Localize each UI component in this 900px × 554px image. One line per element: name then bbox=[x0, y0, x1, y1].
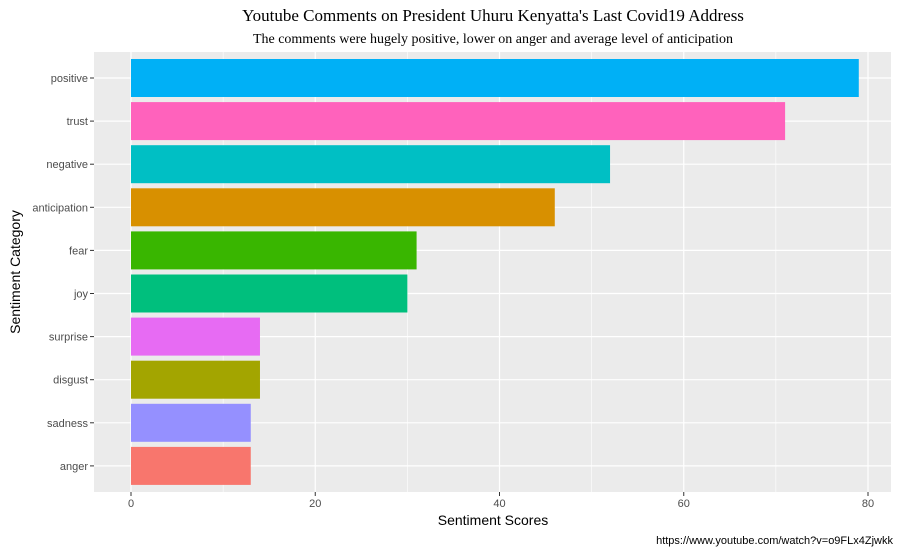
bar-fear bbox=[131, 231, 417, 270]
bars bbox=[131, 59, 859, 485]
y-tick-label: fear bbox=[69, 245, 88, 257]
chart-title: Youtube Comments on President Uhuru Keny… bbox=[242, 6, 744, 25]
x-tick-label: 80 bbox=[862, 498, 874, 510]
y-tick-label: anticipation bbox=[32, 202, 88, 214]
x-axis-title: Sentiment Scores bbox=[438, 512, 549, 528]
y-tick-label: anger bbox=[60, 461, 88, 473]
y-tick-label: positive bbox=[51, 73, 88, 85]
y-tick-label: sadness bbox=[47, 418, 88, 430]
bar-anticipation bbox=[131, 188, 555, 227]
x-axis: 0 20 40 60 80 bbox=[128, 492, 874, 510]
bar-surprise bbox=[131, 317, 260, 356]
y-tick-label: disgust bbox=[53, 375, 88, 387]
bar-positive bbox=[131, 59, 859, 97]
y-tick-label: joy bbox=[73, 289, 89, 301]
y-tick-label: trust bbox=[67, 116, 88, 128]
x-tick-label: 20 bbox=[309, 498, 321, 510]
y-tick-label: surprise bbox=[49, 332, 88, 344]
y-axis-title: Sentiment Category bbox=[7, 210, 23, 334]
bar-joy bbox=[131, 274, 408, 313]
source-caption: https://www.youtube.com/watch?v=o9FLx4Zj… bbox=[656, 535, 893, 547]
bar-sadness bbox=[131, 403, 251, 442]
x-tick-label: 60 bbox=[678, 498, 690, 510]
chart-subtitle: The comments were hugely positive, lower… bbox=[253, 32, 733, 47]
x-tick-label: 0 bbox=[128, 498, 134, 510]
bar-negative bbox=[131, 145, 611, 184]
bar-trust bbox=[131, 102, 786, 141]
x-tick-label: 40 bbox=[493, 498, 505, 510]
y-axis: positive trust negative anticipation fear joy… bbox=[32, 73, 94, 473]
bar-disgust bbox=[131, 360, 260, 399]
y-tick-label: negative bbox=[46, 159, 88, 171]
bar-anger bbox=[131, 446, 251, 485]
